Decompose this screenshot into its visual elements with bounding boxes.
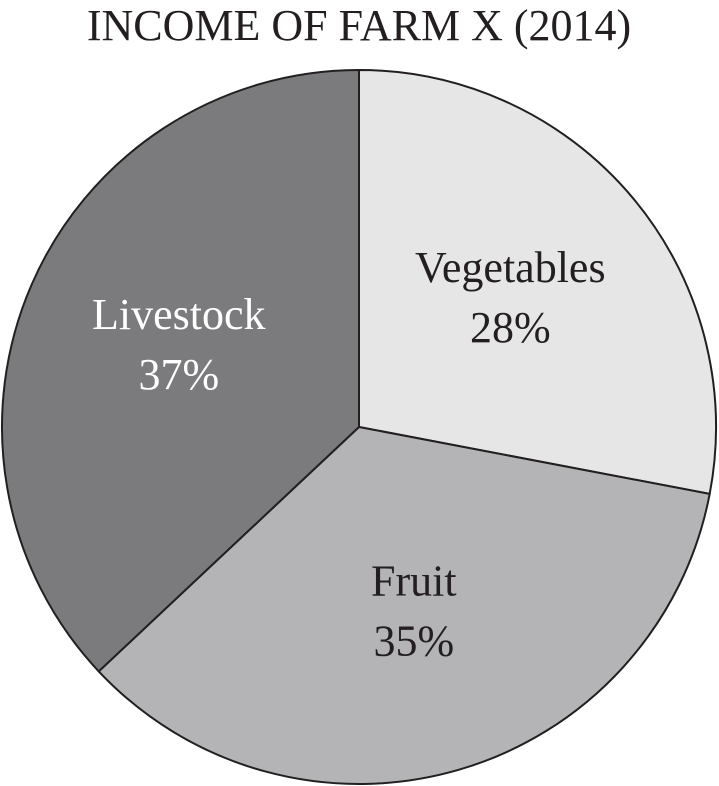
value-label: 35% <box>373 617 454 666</box>
pie-slice <box>358 68 717 496</box>
pie-slice <box>97 425 711 785</box>
pie-slice <box>1 68 360 673</box>
slice-label: Livestock <box>92 290 266 339</box>
value-label: 28% <box>470 303 551 352</box>
chart-title: INCOME OF FARM X (2014) <box>87 1 631 50</box>
slice-label: Fruit <box>371 557 457 606</box>
value-label: 37% <box>138 350 219 399</box>
slice-label: Vegetables <box>415 243 606 292</box>
